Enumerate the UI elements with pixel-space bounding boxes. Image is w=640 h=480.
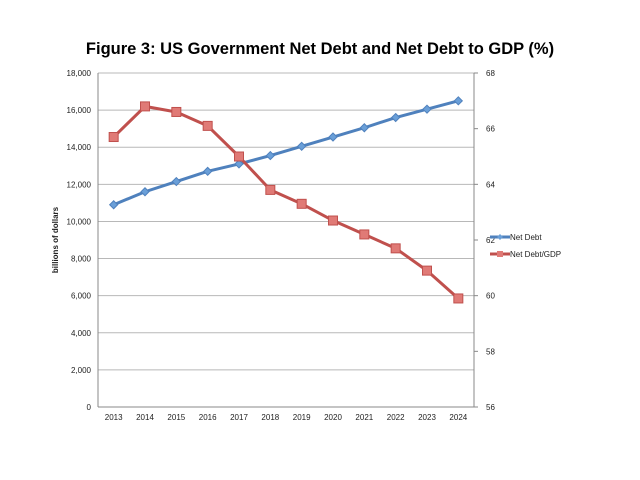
data-point — [171, 176, 182, 187]
y-tick-label: 12,000 — [67, 180, 92, 189]
y-tick-label: 4,000 — [71, 329, 92, 338]
x-tick-label: 2013 — [105, 413, 123, 422]
series-line-0 — [113, 99, 459, 207]
y-tick-label: 6,000 — [71, 292, 92, 301]
x-tick-label: 2019 — [293, 413, 311, 422]
chart-title: Figure 3: US Government Net Debt and Net… — [85, 40, 555, 58]
y2-tick-label: 68 — [486, 69, 495, 78]
y-tick-label: 2,000 — [71, 366, 92, 375]
data-point — [390, 243, 401, 254]
data-point — [328, 132, 338, 142]
data-point — [422, 265, 432, 276]
data-point — [234, 151, 244, 162]
x-tick-label: 2021 — [355, 413, 373, 422]
y2-tick-label: 62 — [486, 236, 495, 245]
data-point — [453, 293, 464, 304]
x-tick-label: 2014 — [136, 413, 154, 422]
data-point — [140, 101, 150, 112]
data-point — [140, 187, 150, 197]
data-point — [296, 198, 307, 209]
y2-tick-label: 60 — [486, 292, 495, 301]
series-line-1 — [112, 104, 460, 300]
data-point — [265, 150, 276, 161]
legend-label: Net Debt/GDP — [510, 250, 561, 259]
x-tick-label: 2018 — [261, 413, 279, 422]
data-point — [265, 184, 276, 195]
legend-marker — [497, 234, 503, 240]
x-tick-label: 2022 — [387, 413, 405, 422]
data-point — [328, 215, 338, 226]
data-point — [234, 159, 244, 169]
y2-tick-label: 56 — [486, 403, 495, 412]
y-tick-label: 8,000 — [71, 255, 92, 264]
legend-label: Net Debt — [510, 233, 542, 242]
x-tick-label: 2023 — [418, 413, 436, 422]
data-point — [202, 166, 213, 177]
x-tick-label: 2020 — [324, 413, 342, 422]
y2-tick-label: 64 — [486, 180, 495, 189]
data-point — [453, 96, 464, 106]
data-point — [108, 200, 119, 210]
y-tick-label: 18,000 — [67, 69, 92, 78]
y-tick-label: 0 — [87, 403, 92, 412]
data-point — [422, 104, 432, 114]
data-point — [359, 123, 370, 133]
y2-tick-label: 66 — [486, 125, 495, 134]
y2-tick-label: 58 — [486, 347, 495, 356]
data-point — [296, 141, 307, 152]
data-point — [390, 112, 401, 123]
data-point — [108, 132, 119, 143]
x-tick-label: 2016 — [199, 413, 217, 422]
y-axis-label: billions of dollars — [51, 206, 60, 273]
x-tick-label: 2024 — [449, 413, 467, 422]
y-tick-label: 16,000 — [67, 106, 92, 115]
data-point — [202, 120, 213, 131]
data-point — [171, 106, 182, 117]
x-tick-label: 2015 — [167, 413, 185, 422]
y-tick-label: 10,000 — [67, 217, 92, 226]
x-tick-label: 2017 — [230, 413, 248, 422]
y-tick-label: 14,000 — [67, 143, 92, 152]
data-point — [359, 229, 370, 240]
legend-marker — [497, 251, 503, 257]
